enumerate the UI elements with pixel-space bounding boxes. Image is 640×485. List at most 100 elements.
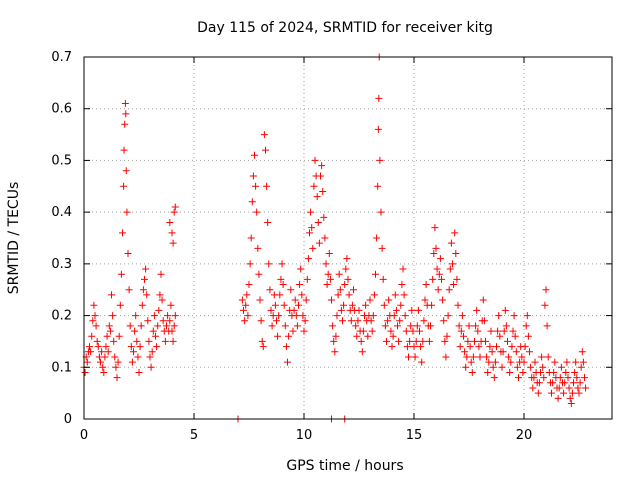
data-point: [339, 317, 346, 325]
data-point: [515, 374, 522, 382]
data-point: [296, 281, 304, 289]
data-point: [425, 337, 433, 345]
data-point: [264, 218, 272, 226]
x-tick-label: 10: [296, 428, 313, 443]
data-point: [549, 379, 557, 387]
data-point: [133, 337, 141, 345]
data-point: [355, 306, 363, 314]
data-point: [135, 368, 143, 376]
data-point: [113, 374, 121, 382]
data-point: [342, 265, 350, 273]
data-point: [304, 255, 312, 263]
data-point: [512, 348, 520, 356]
y-tick-label: 0.3: [51, 257, 72, 272]
data-point: [467, 358, 475, 366]
data-point: [161, 337, 169, 345]
data-point: [502, 322, 510, 330]
data-point: [268, 322, 276, 330]
data-point: [98, 348, 106, 356]
data-point: [273, 317, 280, 325]
data-point: [438, 275, 445, 283]
data-point: [147, 363, 155, 371]
data-point: [100, 368, 108, 376]
data-point: [259, 343, 267, 351]
data-point: [144, 317, 152, 325]
data-point: [554, 394, 562, 402]
data-point: [397, 301, 405, 309]
data-point: [428, 301, 436, 309]
data-point: [131, 327, 139, 335]
data-point: [422, 281, 430, 289]
data-point: [287, 286, 295, 294]
data-point: [401, 312, 409, 320]
data-point: [537, 368, 544, 376]
data-point: [297, 265, 305, 273]
data-point: [513, 363, 521, 371]
data-point: [150, 312, 158, 320]
data-point: [109, 312, 117, 320]
chart-title: Day 115 of 2024, SRMTID for receiver kit…: [197, 20, 493, 36]
data-point: [111, 353, 119, 361]
data-point: [542, 286, 550, 294]
data-point: [463, 353, 471, 361]
data-point: [265, 260, 273, 268]
data-point: [241, 317, 249, 325]
data-point: [480, 317, 488, 325]
data-point: [262, 146, 269, 154]
data-point: [577, 363, 585, 371]
data-point: [271, 301, 279, 309]
data-point: [535, 379, 543, 387]
data-point: [369, 312, 377, 320]
data-point: [164, 312, 172, 320]
data-point: [267, 306, 275, 314]
data-point: [337, 306, 345, 314]
data-point: [358, 348, 366, 356]
data-point: [474, 327, 482, 335]
data-point: [414, 306, 422, 314]
data-point: [557, 363, 565, 371]
data-point: [169, 337, 177, 345]
y-tick-label: 0.7: [51, 50, 72, 65]
data-point: [153, 343, 161, 351]
data-point: [257, 317, 265, 325]
data-point: [457, 327, 465, 335]
axis-ticks: [83, 56, 612, 420]
data-point: [314, 218, 322, 226]
data-point: [571, 368, 579, 376]
data-point: [421, 296, 429, 304]
data-point: [520, 358, 528, 366]
data-point: [543, 322, 551, 330]
data-point: [94, 343, 102, 351]
data-point: [444, 312, 452, 320]
data-point: [248, 198, 256, 206]
data-point: [169, 239, 177, 247]
data-point: [453, 275, 461, 283]
data-point: [263, 182, 271, 190]
data-point: [449, 260, 456, 268]
data-point: [418, 358, 426, 366]
data-point: [167, 301, 175, 309]
data-point: [88, 332, 96, 340]
data-point: [328, 296, 335, 304]
data-point: [573, 374, 581, 382]
data-point: [289, 327, 297, 335]
data-point: [427, 322, 434, 330]
data-point: [249, 172, 257, 180]
data-point: [442, 353, 450, 361]
data-point: [281, 322, 289, 330]
data-point: [306, 229, 313, 237]
data-point: [441, 337, 449, 345]
data-point: [374, 182, 382, 190]
data-point: [92, 322, 100, 330]
data-point: [87, 348, 95, 356]
data-point: [240, 306, 247, 314]
data-point: [255, 270, 263, 278]
data-point: [122, 167, 130, 175]
data-point: [331, 348, 339, 356]
data-point: [376, 156, 384, 164]
data-point: [443, 332, 451, 340]
data-point: [469, 353, 477, 361]
x-tick-label: 15: [406, 428, 423, 443]
data-point: [556, 374, 564, 382]
data-point: [388, 343, 396, 351]
